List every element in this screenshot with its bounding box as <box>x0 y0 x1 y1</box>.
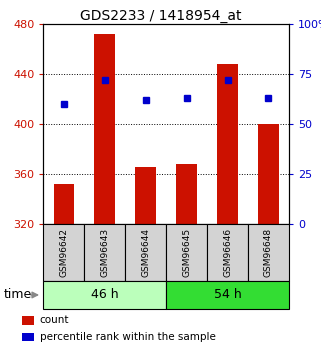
Text: GSM96644: GSM96644 <box>141 228 150 277</box>
Bar <box>84 224 125 281</box>
Text: percentile rank within the sample: percentile rank within the sample <box>40 332 215 342</box>
Bar <box>217 64 238 224</box>
Text: time: time <box>3 288 31 302</box>
Bar <box>22 333 34 341</box>
Bar <box>166 224 207 281</box>
Text: count: count <box>40 315 69 325</box>
Bar <box>176 164 197 224</box>
Bar <box>94 34 115 224</box>
Bar <box>22 316 34 325</box>
Bar <box>43 281 166 309</box>
Bar <box>135 167 156 224</box>
Bar <box>43 224 84 281</box>
Text: 54 h: 54 h <box>214 288 241 302</box>
Bar <box>54 184 74 224</box>
Bar <box>166 281 289 309</box>
Text: 46 h: 46 h <box>91 288 118 302</box>
Bar <box>125 224 166 281</box>
Text: GDS2233 / 1418954_at: GDS2233 / 1418954_at <box>80 9 241 23</box>
Text: GSM96643: GSM96643 <box>100 228 109 277</box>
Bar <box>248 224 289 281</box>
Text: GSM96642: GSM96642 <box>59 228 68 277</box>
Bar <box>258 124 279 224</box>
Text: GSM96648: GSM96648 <box>264 228 273 277</box>
Text: GSM96646: GSM96646 <box>223 228 232 277</box>
Bar <box>207 224 248 281</box>
Text: GSM96645: GSM96645 <box>182 228 191 277</box>
